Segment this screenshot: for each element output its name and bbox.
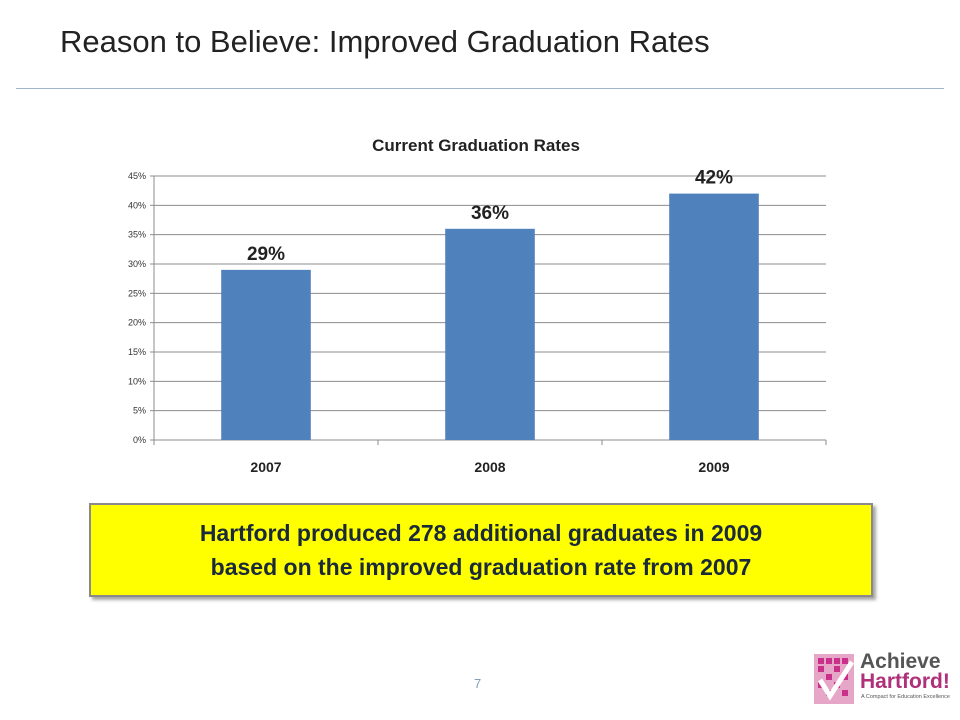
graduates-callout: Hartford produced 278 additional graduat…: [89, 503, 873, 597]
graduation-rate-chart: Current Graduation Rates 0% 5% 10% 15% 20% 25…: [128, 136, 827, 475]
y-tick-label: 40%: [128, 200, 146, 210]
title-divider: [16, 88, 944, 89]
callout-line-1: Hartford produced 278 additional graduat…: [199, 520, 763, 546]
bar-2007: [221, 269, 311, 440]
page-number: 7: [474, 676, 482, 691]
y-tick-label: 25%: [128, 288, 146, 298]
data-label: 36%: [471, 203, 509, 224]
y-tick-label: 30%: [128, 259, 146, 269]
data-label: 29%: [247, 244, 285, 265]
logo-mark-icon: [814, 654, 855, 704]
y-tick-label: 5%: [133, 406, 146, 416]
chart-title: Current Graduation Rates: [372, 136, 580, 155]
y-tick-label: 0%: [133, 435, 146, 445]
x-tick-label: 2009: [698, 459, 729, 475]
bar-2009: [669, 193, 759, 440]
y-tick-label: 20%: [128, 318, 146, 328]
y-tick-label: 45%: [128, 171, 146, 181]
data-label: 42%: [695, 168, 733, 189]
y-tick-label: 35%: [128, 230, 146, 240]
callout-line-2: based on the improved graduation rate fr…: [210, 554, 752, 580]
logo-text-achieve: Achieve: [860, 650, 941, 673]
x-tick-label: 2008: [474, 459, 505, 475]
x-tick-label: 2007: [250, 459, 281, 475]
y-tick-label: 10%: [128, 376, 146, 386]
logo-tagline: A Compact for Education Excellence: [861, 694, 950, 700]
logo-text-hartford: Hartford!: [860, 670, 950, 693]
y-tick-label: 15%: [128, 347, 146, 357]
slide-title: Reason to Believe: Improved Graduation R…: [60, 24, 710, 59]
achieve-hartford-logo: Achieve Hartford! A Compact for Educatio…: [812, 650, 950, 708]
bar-2008: [445, 228, 535, 440]
